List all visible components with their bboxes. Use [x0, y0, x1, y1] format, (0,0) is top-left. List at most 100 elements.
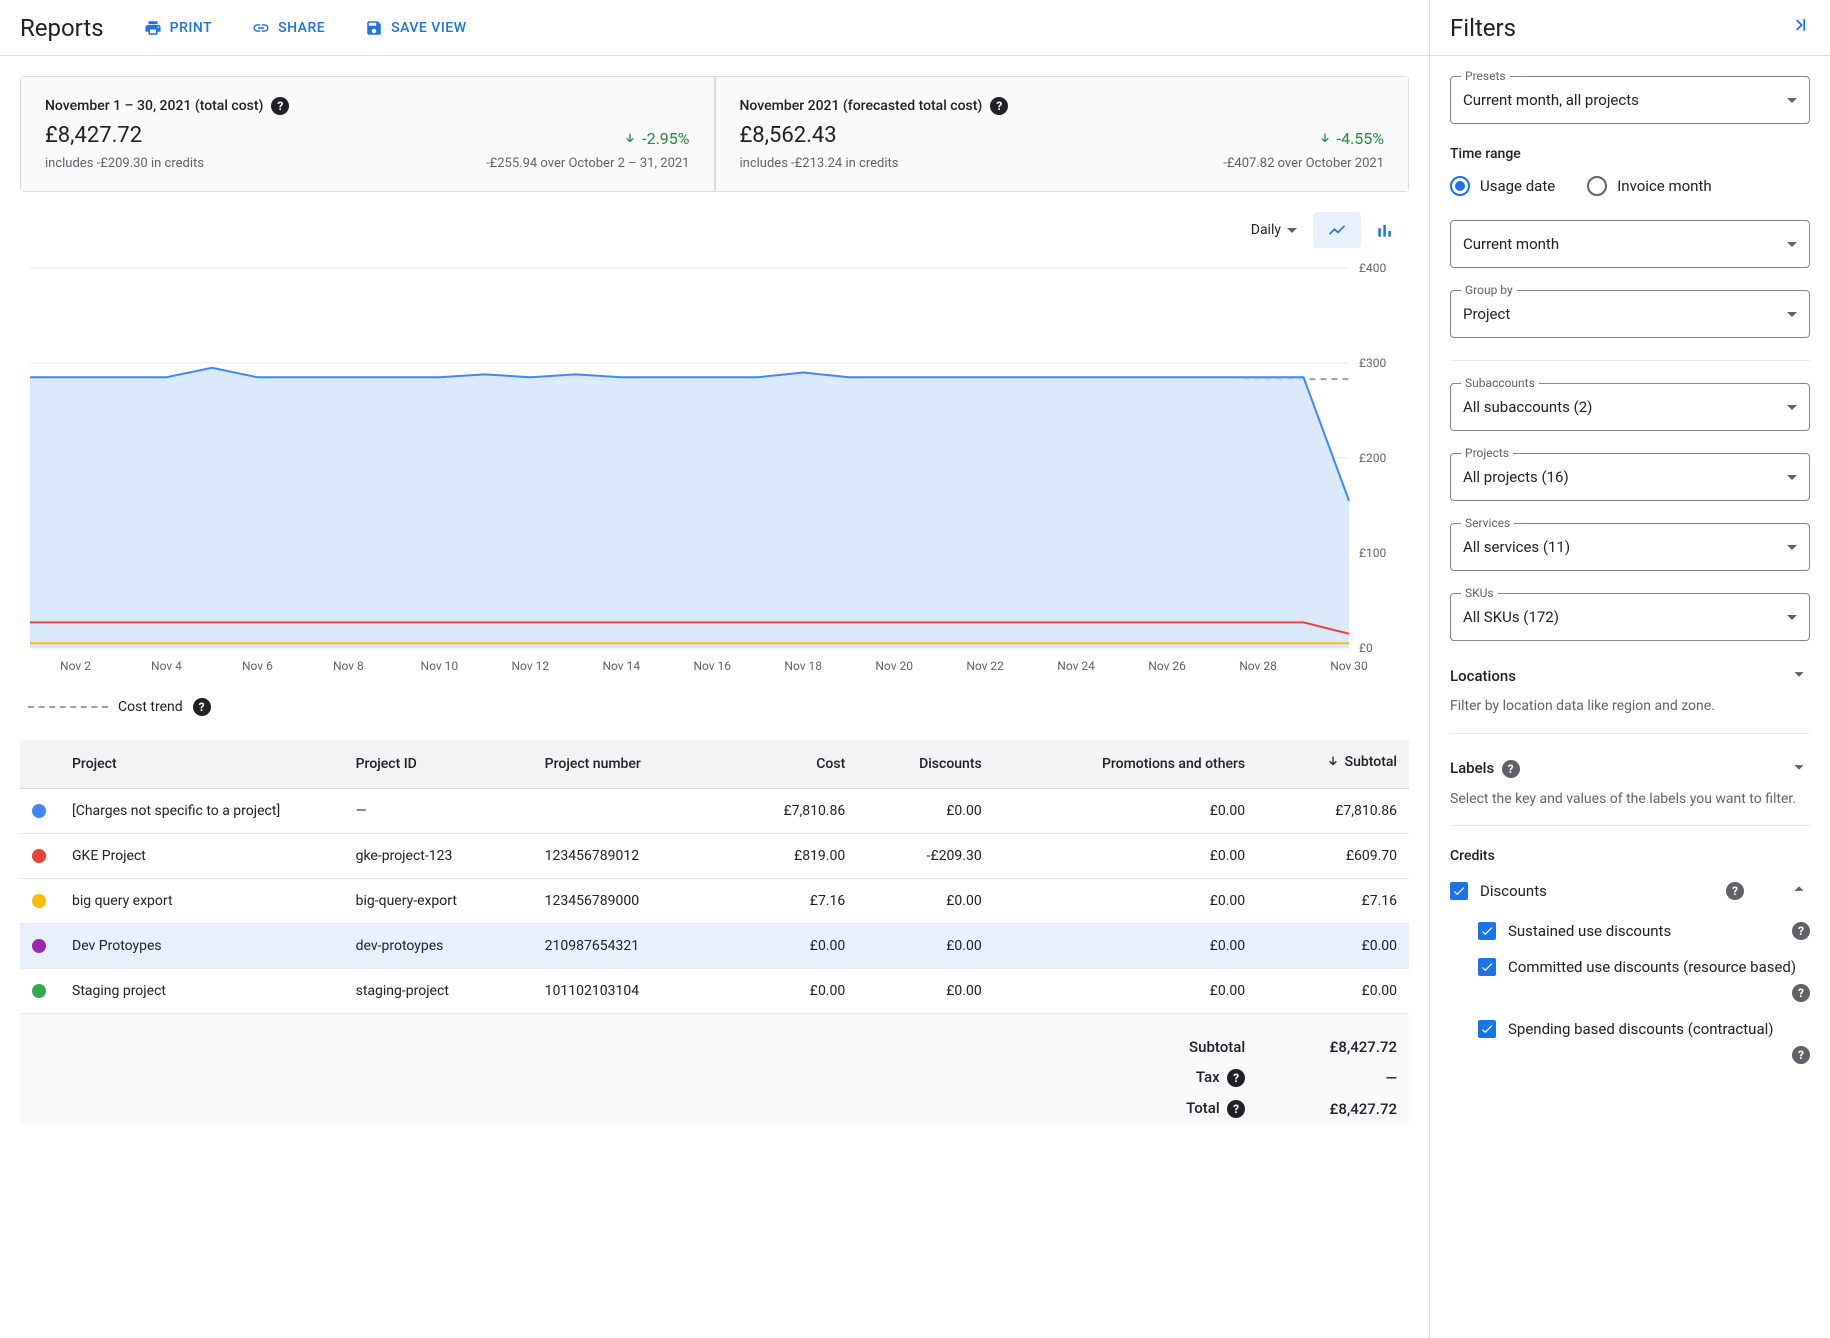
table-row[interactable]: GKE Projectgke-project-123123456789012£8… [20, 834, 1409, 879]
help-icon[interactable]: ? [271, 97, 289, 115]
checkbox-sustained-use[interactable]: Sustained use discounts ? [1478, 922, 1810, 940]
presets-select[interactable]: Presets Current month, all projects [1450, 76, 1810, 124]
table-row[interactable]: [Charges not specific to a project]—£7,8… [20, 789, 1409, 834]
card-amount: £8,427.72 [45, 123, 142, 148]
help-icon[interactable]: ? [193, 698, 211, 716]
projects-table: Project Project ID Project number Cost D… [20, 740, 1409, 1124]
bar-chart-button[interactable] [1361, 212, 1409, 248]
table-row[interactable]: Dev Protoypesdev-protoypes210987654321£0… [20, 924, 1409, 969]
bar-chart-icon [1375, 220, 1395, 240]
labels-expand[interactable]: Labels ? [1450, 756, 1810, 782]
group-by-select[interactable]: Group by Project [1450, 290, 1810, 338]
svg-text:£300: £300 [1359, 356, 1386, 370]
sort-desc-icon [1325, 754, 1341, 770]
save-view-button[interactable]: SAVE VIEW [365, 19, 466, 37]
series-dot [32, 804, 46, 818]
help-icon[interactable]: ? [1502, 760, 1520, 778]
services-select[interactable]: Services All services (11) [1450, 523, 1810, 571]
radio-icon [1587, 176, 1607, 196]
filters-panel: Filters Presets Current month, all proje… [1430, 0, 1830, 1338]
time-range-title: Time range [1450, 146, 1810, 162]
help-icon[interactable]: ? [1227, 1100, 1245, 1118]
line-chart-icon [1327, 220, 1347, 240]
svg-text:£400: £400 [1359, 261, 1386, 275]
projects-select[interactable]: Projects All projects (16) [1450, 453, 1810, 501]
subaccounts-select[interactable]: Subaccounts All subaccounts (2) [1450, 383, 1810, 431]
skus-select[interactable]: SKUs All SKUs (172) [1450, 593, 1810, 641]
radio-invoice-month[interactable]: Invoice month [1587, 176, 1711, 196]
col-project-id[interactable]: Project ID [344, 740, 533, 789]
time-range-select[interactable]: Current month [1450, 220, 1810, 268]
help-icon[interactable]: ? [1726, 882, 1744, 900]
svg-text:Nov 12: Nov 12 [512, 659, 550, 673]
card-actual: November 1 – 30, 2021 (total cost)? £8,4… [21, 77, 714, 191]
print-icon [144, 19, 162, 37]
svg-text:Nov 28: Nov 28 [1239, 659, 1277, 673]
col-discounts[interactable]: Discounts [857, 740, 993, 789]
col-project-number[interactable]: Project number [533, 740, 722, 789]
link-icon [252, 19, 270, 37]
cost-chart: £0£100£200£300£400Nov 2Nov 4Nov 6Nov 8No… [20, 258, 1409, 678]
svg-text:£200: £200 [1359, 451, 1386, 465]
checkbox-discounts[interactable]: Discounts ? [1450, 878, 1810, 904]
help-icon[interactable]: ? [1792, 1046, 1810, 1064]
col-cost[interactable]: Cost [722, 740, 857, 789]
card-forecast: November 2021 (forecasted total cost)? £… [716, 77, 1409, 191]
print-button[interactable]: PRINT [144, 19, 212, 37]
col-project[interactable]: Project [60, 740, 344, 789]
checkbox-icon [1478, 922, 1496, 940]
share-button[interactable]: SHARE [252, 19, 325, 37]
svg-text:£100: £100 [1359, 546, 1386, 560]
dropdown-icon [1787, 615, 1797, 620]
line-chart-button[interactable] [1313, 212, 1361, 248]
dropdown-icon [1787, 98, 1797, 103]
col-promotions[interactable]: Promotions and others [994, 740, 1257, 789]
credits-title: Credits [1450, 848, 1810, 864]
arrow-down-icon [1317, 131, 1333, 147]
series-dot [32, 849, 46, 863]
svg-text:Nov 22: Nov 22 [966, 659, 1004, 673]
page-title: Reports [20, 14, 104, 42]
card-change: -2.95% [622, 129, 689, 148]
collapse-panel-button[interactable] [1790, 15, 1810, 40]
checkbox-icon [1478, 1020, 1496, 1038]
dropdown-icon [1787, 545, 1797, 550]
arrow-down-icon [622, 131, 638, 147]
filters-title: Filters [1450, 14, 1516, 42]
dropdown-icon [1787, 312, 1797, 317]
svg-text:Nov 6: Nov 6 [242, 659, 273, 673]
help-icon[interactable]: ? [990, 97, 1008, 115]
help-icon[interactable]: ? [1792, 922, 1810, 940]
help-icon[interactable]: ? [1227, 1069, 1245, 1087]
daily-select[interactable]: Daily [1251, 222, 1297, 238]
checkbox-icon [1478, 958, 1496, 976]
chevron-down-icon [1788, 756, 1810, 782]
svg-text:Nov 30: Nov 30 [1330, 659, 1368, 673]
series-dot [32, 939, 46, 953]
summary-cards: November 1 – 30, 2021 (total cost)? £8,4… [20, 76, 1409, 192]
checkbox-spending-based[interactable]: Spending based discounts (contractual) [1478, 1020, 1810, 1038]
chevron-up-icon [1788, 878, 1810, 904]
table-row[interactable]: big query exportbig-query-export12345678… [20, 879, 1409, 924]
save-icon [365, 19, 383, 37]
svg-text:Nov 2: Nov 2 [60, 659, 91, 673]
series-dot [32, 984, 46, 998]
svg-text:Nov 26: Nov 26 [1148, 659, 1186, 673]
card-change: -4.55% [1317, 129, 1384, 148]
help-icon[interactable]: ? [1792, 984, 1810, 1002]
svg-text:Nov 24: Nov 24 [1057, 659, 1095, 673]
series-dot [32, 894, 46, 908]
card-amount: £8,562.43 [740, 123, 837, 148]
dropdown-icon [1287, 228, 1297, 233]
radio-usage-date[interactable]: Usage date [1450, 176, 1555, 196]
dashed-line-icon [28, 706, 108, 708]
col-subtotal[interactable]: Subtotal [1257, 740, 1409, 789]
svg-text:Nov 4: Nov 4 [151, 659, 182, 673]
dropdown-icon [1787, 475, 1797, 480]
svg-text:Nov 14: Nov 14 [602, 659, 640, 673]
table-row[interactable]: Staging projectstaging-project1011021031… [20, 969, 1409, 1014]
chevron-right-bar-icon [1790, 15, 1810, 35]
checkbox-committed-use[interactable]: Committed use discounts (resource based) [1478, 958, 1810, 976]
svg-text:Nov 10: Nov 10 [421, 659, 459, 673]
locations-expand[interactable]: Locations [1450, 663, 1810, 689]
